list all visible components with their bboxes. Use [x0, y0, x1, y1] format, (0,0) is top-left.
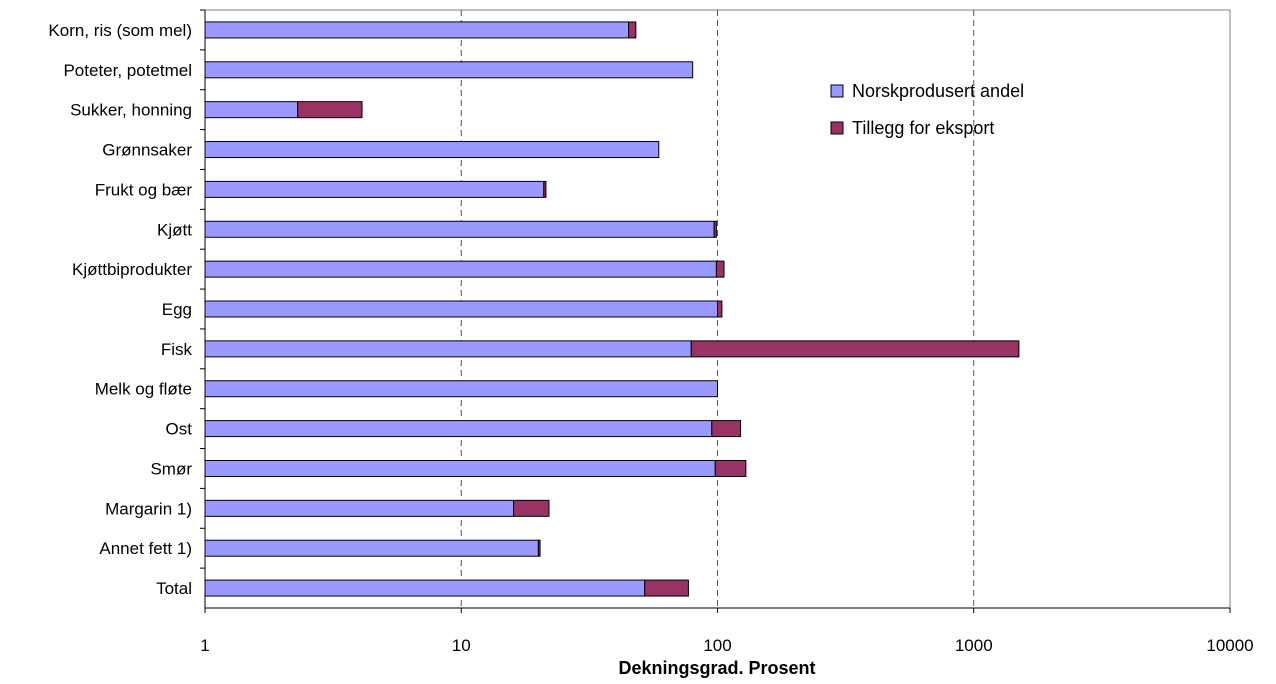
category-label: Annet fett 1) — [99, 539, 192, 558]
bar-norskprodusert — [204, 21, 630, 39]
bar-norskprodusert — [204, 499, 515, 517]
bar-tillegg-eksport — [543, 180, 547, 198]
bar-tillegg-eksport — [537, 539, 541, 557]
bar-tillegg-eksport — [513, 499, 550, 517]
x-tick-label: 1000 — [955, 636, 993, 655]
x-tick-label: 10000 — [1206, 636, 1253, 655]
x-axis-title: Dekningsgrad. Prosent — [618, 658, 815, 678]
category-label: Ost — [166, 420, 193, 439]
bar-norskprodusert — [204, 300, 718, 318]
x-tick-label: 10 — [452, 636, 471, 655]
bar-norskprodusert — [204, 459, 716, 477]
category-label: Melk og fløte — [95, 380, 192, 399]
bar-tillegg-eksport — [711, 420, 742, 438]
category-label: Fisk — [161, 340, 193, 359]
bar-tillegg-eksport — [628, 21, 637, 39]
category-labels: Korn, ris (som mel) Poteter, potetmel Sukk… — [48, 9, 205, 598]
legend-swatch-norskprodusert — [830, 84, 844, 98]
bar-tillegg-eksport — [690, 340, 1020, 358]
x-tick-label: 100 — [703, 636, 731, 655]
bar-tillegg-eksport — [297, 101, 363, 119]
category-label: Korn, ris (som mel) — [48, 21, 192, 40]
category-label: Margarin 1) — [105, 499, 192, 518]
bar-tillegg-eksport — [644, 579, 689, 597]
bar-norskprodusert — [204, 579, 646, 597]
bar-norskprodusert — [204, 180, 545, 198]
x-axis-ticks: 1 10 100 1000 10000 — [200, 608, 1254, 655]
category-label: Frukt og bær — [95, 180, 193, 199]
bar-norskprodusert — [204, 220, 715, 238]
bar-norskprodusert — [204, 539, 539, 557]
bar-norskprodusert — [204, 101, 299, 119]
bar-tillegg-eksport — [713, 220, 717, 238]
bar-norskprodusert — [204, 420, 713, 438]
bar-norskprodusert — [204, 61, 694, 79]
x-tick-label: 1 — [200, 636, 209, 655]
bar-tillegg-eksport — [717, 300, 723, 318]
category-label: Kjøttbiprodukter — [72, 260, 192, 279]
bar-norskprodusert — [204, 380, 718, 398]
category-label: Poteter, potetmel — [63, 61, 192, 80]
category-label: Total — [156, 579, 192, 598]
bar-tillegg-eksport — [715, 260, 725, 278]
bar-norskprodusert — [204, 340, 692, 358]
bar-tillegg-eksport — [714, 459, 747, 477]
bar-norskprodusert — [204, 260, 717, 278]
legend-label-tillegg: Tillegg for eksport — [852, 118, 994, 138]
category-label: Grønnsaker — [102, 141, 192, 160]
category-label: Smør — [150, 459, 192, 478]
category-label: Kjøtt — [157, 220, 192, 239]
bar-norskprodusert — [204, 141, 660, 159]
legend: Norskprodusert andel Tillegg for eksport — [830, 81, 1024, 138]
category-label: Egg — [162, 300, 192, 319]
legend-swatch-tillegg — [830, 121, 844, 135]
category-label: Sukker, honning — [70, 101, 192, 120]
legend-label-norskprodusert: Norskprodusert andel — [852, 81, 1024, 101]
